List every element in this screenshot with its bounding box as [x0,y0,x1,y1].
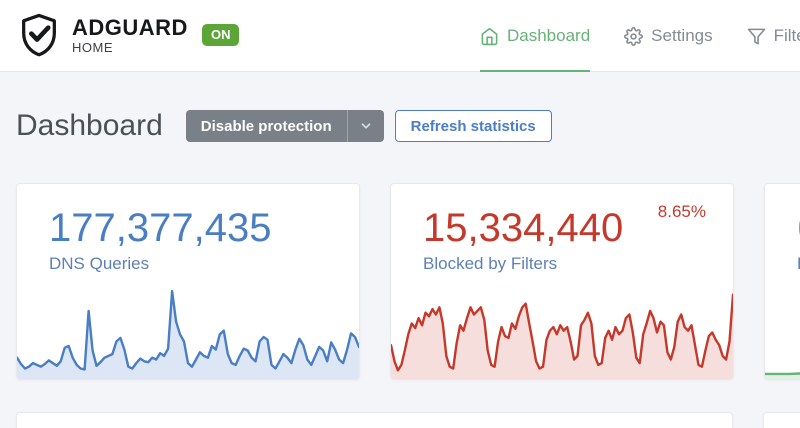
blocked-filters-label[interactable]: Blocked by Filters [423,254,558,273]
nav-filters[interactable]: Filters [747,0,800,72]
chevron-down-icon [361,123,370,129]
dns-queries-value: 177,377,435 [49,206,272,250]
brand-logo[interactable]: ADGUARD HOME ON [16,11,240,59]
blocked-filters-sparkline [391,284,733,379]
blocked-malware-value: 694,394 [797,206,800,250]
dns-queries-label[interactable]: DNS Queries [49,254,150,273]
blocked-malware-sparkline [765,284,800,379]
stat-card-blocked-filters: 15,334,440 Blocked by Filters 8.65% [390,183,734,380]
stat-card-blocked-malware: 694,394 Blocked malware/phishing [764,183,800,380]
header: ADGUARD HOME ON Dashboard Settings [0,0,800,72]
filter-icon [747,28,765,44]
nav-settings[interactable]: Settings [624,0,713,72]
nav-filters-label: Filters [773,26,800,45]
nav-dashboard[interactable]: Dashboard [480,0,591,72]
page-title: Dashboard [16,109,163,142]
disable-protection-dropdown-toggle[interactable] [346,110,384,142]
protection-status-badge: ON [201,24,240,46]
brand-subtitle: HOME [72,39,113,55]
title-row: Dashboard Disable protection Refresh sta… [16,107,552,145]
home-icon [481,27,498,45]
gear-icon [624,26,644,46]
main-nav: Dashboard Settings Filters [480,0,800,72]
blocked-filters-value: 15,334,440 [423,206,624,250]
disable-protection-label: Disable protection [200,117,332,135]
blocked-percentage: 8.65% [657,202,706,221]
lower-cards-row [16,412,800,428]
shield-logo-icon [22,13,56,57]
stat-cards-row: 177,377,435 DNS Queries 15,334,440 Block… [16,183,800,380]
stat-card-dns-queries: 177,377,435 DNS Queries [16,183,360,380]
nav-settings-label: Settings [651,26,713,45]
brand-name: ADGUARD [72,14,188,40]
refresh-statistics-button[interactable]: Refresh statistics [394,110,552,142]
lower-card-left [16,412,733,428]
blocked-malware-label[interactable]: Blocked malware/phishing [797,254,800,274]
nav-dashboard-label: Dashboard [507,26,591,45]
disable-protection-button[interactable]: Disable protection [185,110,384,142]
dns-queries-sparkline [17,284,359,379]
lower-card-right [763,412,800,428]
